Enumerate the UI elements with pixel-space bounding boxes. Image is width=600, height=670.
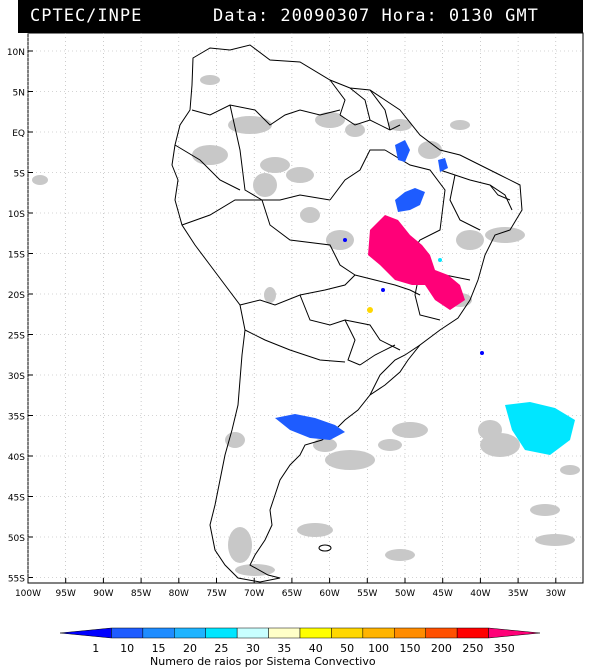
colorbar-swatch [488, 627, 541, 639]
colorbar-swatch [425, 627, 458, 639]
colorbar-label: Numero de raios por Sistema Convectivo [150, 655, 376, 668]
colorbar-tick: 100 [368, 642, 389, 655]
lon-label: 80W [169, 589, 189, 599]
lon-label: 55W [357, 589, 377, 599]
colorbar-swatch [456, 627, 489, 639]
lat-label: 30S [8, 372, 25, 382]
colorbar-swatch [59, 627, 112, 639]
map-frame [27, 32, 584, 584]
coastline [171, 44, 523, 583]
lat-label: 25S [8, 332, 25, 342]
colorbar-tick: 250 [462, 642, 483, 655]
colorbar-tick: 25 [214, 642, 228, 655]
lon-label: 75W [206, 589, 226, 599]
lat-label: 20S [8, 291, 25, 301]
colorbar-tick: 40 [309, 642, 323, 655]
colorbar-tick: 20 [183, 642, 197, 655]
colorbar-swatch [394, 627, 426, 639]
title-bar: CPTEC/INPE Data: 20090307 Hora: 0130 GMT [18, 0, 583, 33]
lon-label: 30W [546, 589, 566, 599]
lon-label: 65W [282, 589, 302, 599]
colorbar-tick: 350 [494, 642, 515, 655]
colorbar-tick: 150 [400, 642, 421, 655]
lon-label: 100W [15, 589, 41, 599]
colorbar-swatch [299, 627, 332, 639]
lat-label: 5S [14, 170, 26, 180]
org-label: CPTEC/INPE [30, 6, 143, 26]
lon-label: 70W [244, 589, 264, 599]
colorbar-swatch [174, 627, 206, 639]
colorbar-swatch [236, 627, 269, 639]
lat-label: 55S [8, 575, 25, 585]
graticule [27, 33, 583, 583]
lon-label: 35W [508, 589, 528, 599]
lat-label: 15S [8, 251, 25, 261]
colorbar-tick: 1 [92, 642, 99, 655]
colorbar-tick: 15 [152, 642, 166, 655]
colorbar-tick: 30 [246, 642, 260, 655]
lon-label: 85W [131, 589, 151, 599]
colorbar-tick: 50 [340, 642, 354, 655]
lon-label: 90W [93, 589, 113, 599]
lon-label: 95W [56, 589, 76, 599]
lon-label: 40W [470, 589, 490, 599]
lat-label: 45S [8, 494, 25, 504]
lat-label: 40S [8, 453, 25, 463]
lat-label: 5N [13, 89, 25, 99]
colorbar-swatch [111, 627, 144, 639]
lon-label: 50W [395, 589, 415, 599]
colorbar-swatch [331, 627, 364, 639]
lat-label: EQ [12, 129, 25, 139]
lat-label: 50S [8, 534, 25, 544]
colorbar-tick: 35 [277, 642, 291, 655]
lon-label: 45W [433, 589, 453, 599]
latitude-labels: 10N 5N EQ 5S 10S 15S 20S 25S 30S 35S 40S 45S 50S 55S [7, 48, 25, 585]
longitude-labels: 100W 95W 90W 85W 80W 75W 70W 65W 60W 55W 50W 45W 40W… [15, 589, 566, 599]
colorbar-tick: 200 [431, 642, 452, 655]
cloud-cover [32, 75, 580, 576]
colorbar-swatch [205, 627, 238, 639]
lon-label: 60W [319, 589, 339, 599]
colorbar-tick: 10 [120, 642, 134, 655]
colorbar: 1 10 15 20 25 30 35 40 50 100 150 200 250 350 [59, 627, 541, 655]
lightning-systems [275, 140, 575, 455]
lat-label: 10S [8, 210, 25, 220]
colorbar-swatch [362, 627, 395, 639]
lat-label: 35S [8, 413, 25, 423]
datetime-label: Data: 20090307 Hora: 0130 GMT [213, 6, 539, 26]
lat-label: 10N [7, 48, 25, 58]
colorbar-swatch [268, 627, 301, 639]
colorbar-swatch [142, 627, 175, 639]
